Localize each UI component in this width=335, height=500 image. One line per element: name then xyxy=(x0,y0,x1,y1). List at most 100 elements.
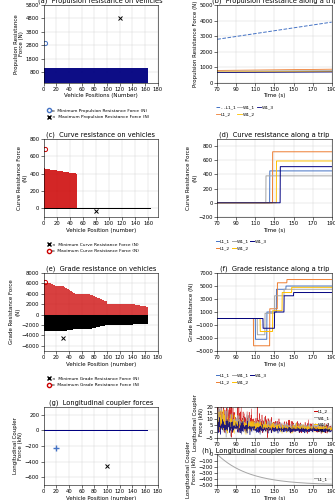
L1_1 xyxy=(236,200,240,206)
Bar xyxy=(72,430,73,431)
Bar xyxy=(117,304,118,314)
Bar xyxy=(136,305,137,314)
Bar xyxy=(146,306,147,314)
Bar xyxy=(133,314,134,324)
W1_1 xyxy=(283,286,287,292)
W1_2 xyxy=(283,68,287,74)
Bar xyxy=(135,430,136,431)
Bar xyxy=(55,430,56,431)
Bar xyxy=(79,314,80,329)
Bar xyxy=(76,294,77,314)
Bar xyxy=(100,314,101,326)
Bar xyxy=(75,314,76,329)
L1_2 xyxy=(283,280,287,286)
Bar xyxy=(110,430,111,431)
W1_3 xyxy=(215,200,219,206)
Bar xyxy=(61,314,62,331)
Bar xyxy=(126,304,127,314)
L1_1 xyxy=(236,316,240,322)
W1_2 xyxy=(302,158,306,164)
Y-axis label: Longitudinal Coupler
Force (kN): Longitudinal Coupler Force (kN) xyxy=(193,394,204,451)
Bar xyxy=(106,430,107,431)
Bar xyxy=(123,314,124,325)
Bar xyxy=(142,314,143,324)
Bar xyxy=(74,173,75,208)
Bar xyxy=(60,68,61,83)
Bar xyxy=(146,314,147,324)
Bar xyxy=(95,297,96,314)
Bar xyxy=(73,430,74,431)
Bar xyxy=(97,430,98,431)
Bar xyxy=(95,430,96,431)
L1_2 xyxy=(283,149,287,155)
Bar xyxy=(57,170,58,208)
Bar xyxy=(56,430,57,431)
L1_2 xyxy=(283,66,287,72)
Bar xyxy=(132,314,133,324)
L1_2 xyxy=(265,434,269,440)
Bar xyxy=(135,314,136,324)
Bar xyxy=(44,314,45,331)
Bar xyxy=(54,170,55,208)
W1_1 xyxy=(330,422,334,428)
Legend: ×  Minimum Curve Resistance Force (N), o  Maximum Curve Resistance Force (N): × Minimum Curve Resistance Force (N), o … xyxy=(46,241,140,255)
Bar xyxy=(74,430,75,431)
Bar xyxy=(80,430,81,431)
Bar xyxy=(100,299,101,314)
Bar xyxy=(79,430,80,431)
Bar xyxy=(57,430,58,431)
L1_2 xyxy=(285,66,289,72)
Bar xyxy=(147,68,148,83)
Bar xyxy=(97,298,98,314)
Y-axis label: Propulsion Resistance
Force (N): Propulsion Resistance Force (N) xyxy=(14,14,24,74)
Bar xyxy=(102,314,103,326)
Bar xyxy=(59,286,60,314)
X-axis label: Time (s): Time (s) xyxy=(263,362,286,366)
Bar xyxy=(140,314,141,324)
Bar xyxy=(52,430,53,431)
Bar xyxy=(125,314,126,325)
Title: (g)  Longitudinal coupler forces: (g) Longitudinal coupler forces xyxy=(49,400,153,406)
Bar xyxy=(105,314,106,326)
Bar xyxy=(66,430,67,431)
Bar xyxy=(62,286,63,314)
Bar xyxy=(95,68,96,83)
Bar xyxy=(105,301,106,314)
Bar xyxy=(115,68,116,83)
W1_1 xyxy=(224,434,228,440)
W1_3 xyxy=(267,325,271,331)
W1_3 xyxy=(215,412,219,418)
- - L1_1 xyxy=(285,26,289,32)
L1_2 xyxy=(319,66,323,72)
L1_1 xyxy=(254,336,258,342)
Bar xyxy=(144,68,145,83)
W1_1 xyxy=(245,420,249,426)
Bar xyxy=(77,314,78,329)
W1_1 xyxy=(215,316,219,322)
Bar xyxy=(57,286,58,314)
Bar xyxy=(143,306,144,314)
X-axis label: Vehicle Position (number): Vehicle Position (number) xyxy=(66,496,136,500)
Bar xyxy=(143,314,144,324)
Bar xyxy=(50,430,51,431)
Bar xyxy=(144,430,145,431)
Bar xyxy=(118,304,119,314)
Bar xyxy=(114,430,115,431)
W1_2 xyxy=(330,68,334,74)
Bar xyxy=(131,68,132,83)
Bar xyxy=(46,314,47,331)
Bar xyxy=(137,314,138,324)
Bar xyxy=(125,430,126,431)
W1_2 xyxy=(236,422,240,428)
Bar xyxy=(46,169,47,208)
Bar xyxy=(64,430,65,431)
Bar xyxy=(72,173,73,208)
Bar xyxy=(93,68,94,83)
Legend: L1_2, W1_1, W1_2, W1_3: L1_2, W1_1, W1_2, W1_3 xyxy=(312,408,332,434)
Bar xyxy=(82,68,83,83)
Bar xyxy=(49,284,50,314)
Bar xyxy=(51,284,52,314)
Bar xyxy=(118,68,119,83)
Line: W1_1: W1_1 xyxy=(217,403,332,438)
L1_1 xyxy=(330,168,334,174)
